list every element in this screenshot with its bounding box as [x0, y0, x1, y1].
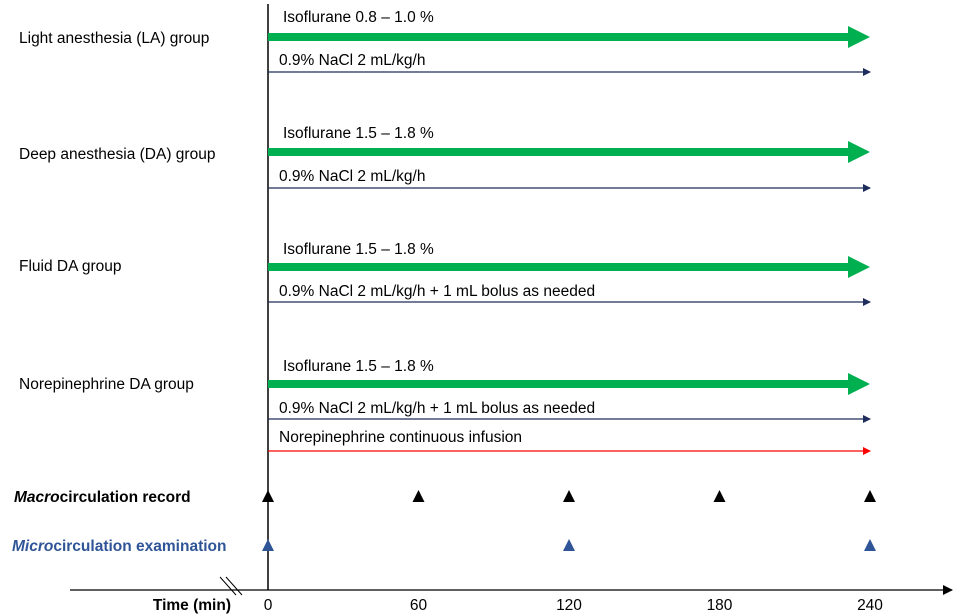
isoflurane-arrow [268, 373, 870, 395]
group-label: Fluid DA group [19, 258, 122, 275]
fluid-label: 0.9% NaCl 2 mL/kg/h [279, 168, 425, 185]
macro-triangle-marker [262, 490, 274, 502]
tick-label: 180 [707, 597, 733, 614]
fluid-label: 0.9% NaCl 2 mL/kg/h + 1 mL bolus as need… [279, 400, 595, 417]
tick-label: 240 [857, 597, 883, 614]
micro-label-italic: Micro [12, 538, 53, 555]
micro-row-label: Microcirculation examination [12, 538, 226, 555]
isoflurane-label: Isoflurane 0.8 – 1.0 % [283, 9, 434, 26]
isoflurane-arrow [268, 141, 870, 163]
group-deep-anesthesia: Deep anesthesia (DA) group Isoflurane 1.… [19, 125, 871, 192]
tick-label: 120 [556, 597, 582, 614]
axis-break-mark [225, 576, 243, 596]
tick-label: 60 [410, 597, 428, 614]
isoflurane-label: Isoflurane 1.5 – 1.8 % [283, 358, 434, 375]
macro-triangle-marker [563, 490, 575, 502]
isoflurane-label: Isoflurane 1.5 – 1.8 % [283, 125, 434, 142]
macro-triangle-marker [713, 490, 726, 502]
micro-triangle-marker [864, 539, 876, 551]
group-label: Light anesthesia (LA) group [19, 30, 209, 47]
vasopressor-label: Norepinephrine continuous infusion [279, 429, 522, 446]
macro-triangle-marker [412, 490, 425, 502]
group-label: Norepinephrine DA group [19, 376, 194, 393]
macro-label-italic: Macro [14, 489, 60, 506]
axis-title: Time (min) [153, 597, 231, 614]
macro-markers [262, 490, 876, 502]
group-fluid-da: Fluid DA group Isoflurane 1.5 – 1.8 % 0.… [19, 241, 871, 306]
fluid-label: 0.9% NaCl 2 mL/kg/h + 1 mL bolus as need… [279, 283, 595, 300]
micro-markers [262, 539, 876, 551]
group-label: Deep anesthesia (DA) group [19, 146, 215, 163]
tick-label: 0 [264, 597, 273, 614]
fluid-label: 0.9% NaCl 2 mL/kg/h [279, 52, 425, 69]
axis-break-mark [219, 576, 237, 596]
isoflurane-label: Isoflurane 1.5 – 1.8 % [283, 241, 434, 258]
tick-labels: 0 60 120 180 240 [264, 597, 884, 614]
macro-row-label: Macrocirculation record [14, 489, 191, 506]
group-light-anesthesia: Light anesthesia (LA) group Isoflurane 0… [19, 9, 871, 76]
macro-triangle-marker [864, 490, 876, 502]
isoflurane-arrow [268, 26, 870, 48]
isoflurane-arrow [268, 256, 870, 278]
macro-label-rest: circulation record [60, 489, 191, 506]
micro-label-rest: circulation examination [53, 538, 226, 555]
micro-triangle-marker [563, 539, 575, 551]
group-norepinephrine-da: Norepinephrine DA group Isoflurane 1.5 –… [19, 358, 871, 455]
micro-triangle-marker [262, 539, 274, 551]
